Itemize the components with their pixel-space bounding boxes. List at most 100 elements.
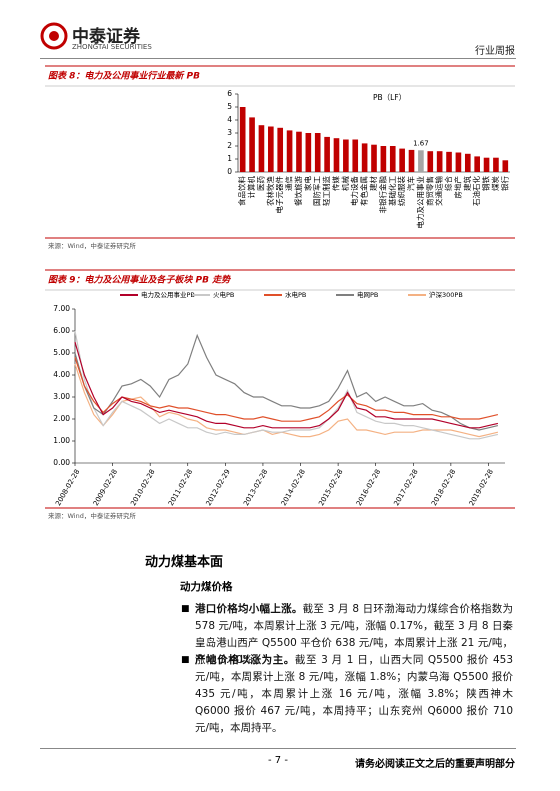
x-tick-label: 国防军工: [312, 176, 322, 206]
disclaimer: 请务必阅读正文之后的重要声明部分: [355, 759, 515, 770]
x-tick-label: 电力设备: [349, 176, 359, 206]
bar: [352, 139, 359, 172]
footer-rule: [40, 748, 516, 749]
bar: [502, 160, 509, 172]
x-tick-label: 2013-02-28: [242, 468, 269, 507]
x-tick-label: 传媒: [330, 176, 340, 191]
series-line: [74, 357, 499, 422]
x-tick-label: 煤炭: [490, 176, 500, 191]
chart-title: 图表 9：电力及公用事业及各子板块 PB 走势: [48, 275, 231, 286]
bullet-body: 截至 3 月 8 日环渤海动力煤综合价格指数为 578 元/吨，本周累计上涨 3…: [195, 603, 513, 666]
bar: [314, 133, 321, 172]
y-tick-label: 5.00: [53, 348, 70, 357]
bar: [455, 152, 462, 172]
bar: [277, 127, 284, 172]
brand-en: ZHONGTAI SECURITIES: [72, 43, 152, 51]
x-tick-label: 交通运输: [434, 176, 444, 206]
x-tick-label: 电力及公用事业: [415, 176, 425, 229]
bar: [474, 156, 480, 172]
bar: [483, 157, 490, 172]
x-tick-label: 基础化工: [387, 176, 397, 206]
section-title: 动力煤基本面: [145, 555, 224, 570]
bar: [389, 146, 396, 172]
legend-label: 沪深300PB: [429, 290, 463, 299]
bar: [427, 151, 434, 172]
x-tick-label: 家电: [302, 176, 312, 191]
bar-chart: 图表 8：电力及公用事业行业最新 PB 来源：Wind，中泰证券研究所 0 1 2 3 4 5…: [45, 65, 515, 250]
x-tick-label: 建筑: [462, 176, 472, 191]
x-tick-label: 2019-02-28: [468, 468, 495, 507]
x-tick-label: 2014-02-28: [280, 468, 307, 507]
y-tick-label: 2.00: [53, 414, 70, 423]
y-tick-label: 5: [227, 102, 232, 111]
x-tick-label: 汽车: [406, 176, 416, 191]
bar: [343, 139, 349, 172]
bar: [239, 107, 246, 172]
x-tick-label: 医药: [255, 176, 265, 191]
x-tick-label: 2012-02-29: [205, 468, 232, 507]
bullet-lead: 产地价格以涨为主。: [195, 654, 295, 666]
bar: [286, 130, 293, 172]
header-rule: [40, 58, 516, 59]
x-tick-label: 石油石化: [471, 176, 481, 206]
x-tick-label: 非银行金融: [377, 176, 387, 214]
x-tick-label: 房地产: [452, 176, 462, 199]
y-tick-label: 3: [227, 128, 232, 137]
series-line: [74, 330, 499, 440]
x-tick-label: 2010-02-28: [129, 468, 156, 507]
x-tick-label: 有色金属: [359, 176, 369, 206]
bullet: 港口价格均小幅上涨。截至 3 月 8 日环渤海动力煤综合价格指数为 578 元/…: [195, 601, 513, 669]
bullet-lead: 港口价格均小幅上涨。: [195, 603, 303, 615]
y-tick-label: 4: [227, 115, 232, 124]
bar: [268, 126, 274, 172]
bar: [361, 143, 368, 172]
x-tick-label: 农林牧渔: [265, 176, 275, 206]
x-tick-label: 商贸零售: [424, 176, 434, 206]
data-label: 1.67: [413, 139, 429, 147]
x-tick-label: 2018-02-28: [430, 468, 457, 507]
bullet-body: 截至 3 月 1 日，山西大同 Q5500 报价 453 元/吨，本周累计上涨 …: [195, 654, 513, 734]
legend-label: 火电PB: [213, 290, 234, 299]
y-tick-label: 1.00: [53, 436, 70, 445]
x-tick-label: 综合: [443, 176, 453, 191]
bar: [436, 151, 443, 172]
x-tick-label: 2009-02-28: [92, 468, 119, 507]
y-tick-label: 4.00: [53, 370, 70, 379]
y-tick-label: 2: [227, 141, 232, 150]
legend-label: 电网PB: [357, 290, 378, 299]
y-tick-label: 7.00: [53, 304, 70, 313]
page-number: - 7 -: [268, 755, 288, 766]
bar: [258, 125, 265, 172]
subsection-title: 动力煤价格: [180, 581, 233, 593]
x-tick-label: 纺织服装: [396, 176, 406, 206]
legend-label: 电力及公用事业PB: [141, 290, 195, 299]
x-tick-label: 轻工制造: [321, 176, 331, 206]
x-tick-label: 电子元器件: [274, 176, 284, 214]
y-tick-label: 1: [227, 154, 232, 163]
bar: [380, 146, 387, 172]
bar: [446, 151, 452, 172]
bar: [305, 133, 312, 172]
x-tick-label: 建材: [368, 176, 378, 191]
chart-title: 图表 8：电力及公用事业行业最新 PB: [48, 71, 200, 82]
bar: [464, 153, 471, 172]
x-tick-label: 2016-02-28: [355, 468, 382, 507]
x-tick-label: 食品饮料: [237, 176, 247, 206]
brand: 中泰证券: [72, 27, 140, 47]
y-tick-label: 6: [227, 89, 232, 98]
bar: [399, 148, 405, 172]
series-line: [74, 333, 499, 431]
bar: [408, 149, 415, 172]
logo: [40, 22, 68, 50]
x-tick-label: 计算机: [246, 176, 256, 199]
bar: [333, 138, 340, 172]
x-tick-label: 餐饮旅游: [293, 176, 303, 206]
y-tick-label: 3.00: [53, 392, 70, 401]
x-tick-label: 2015-02-28: [317, 468, 344, 507]
legend-label: PB（LF）: [373, 93, 406, 102]
x-tick-label: 钢铁: [481, 176, 491, 191]
bar: [418, 150, 424, 172]
y-tick-label: 0: [227, 167, 232, 176]
